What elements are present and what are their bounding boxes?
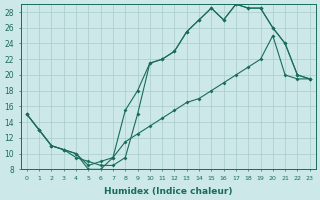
X-axis label: Humidex (Indice chaleur): Humidex (Indice chaleur): [104, 187, 233, 196]
